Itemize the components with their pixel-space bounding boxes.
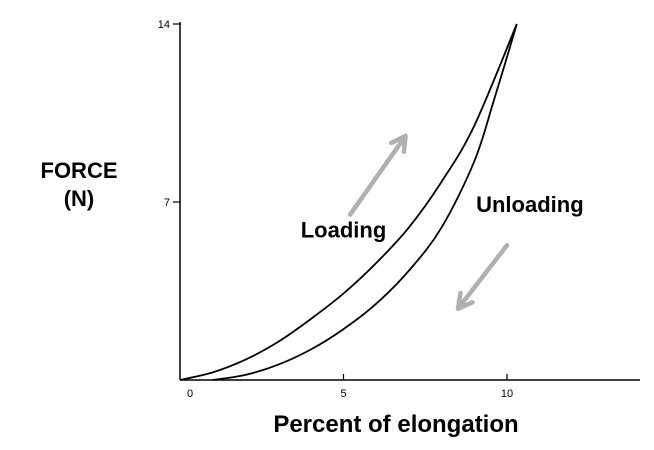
unloading-arrow <box>455 242 510 312</box>
unloading-curve <box>212 23 518 381</box>
unloading-annotation: Unloading <box>476 192 584 217</box>
axis-ticks: 0 5 10 7 14 <box>158 19 513 400</box>
x-tick-label-5: 5 <box>340 388 346 400</box>
loading-annotation: Loading <box>301 218 387 243</box>
y-tick-label-14: 14 <box>158 19 170 31</box>
loading-curve <box>179 23 518 381</box>
x-tick-label-10: 10 <box>501 388 513 400</box>
y-axis-label-line-1: FORCE <box>41 158 118 183</box>
x-axis-label: Percent of elongation <box>273 411 518 438</box>
curves <box>179 23 518 381</box>
x-tick-label-0: 0 <box>187 388 193 400</box>
y-tick-label-7: 7 <box>164 197 170 209</box>
arrows <box>347 133 510 312</box>
loading-arrow <box>347 133 408 217</box>
y-axis-label-line-2: (N) <box>64 186 95 211</box>
